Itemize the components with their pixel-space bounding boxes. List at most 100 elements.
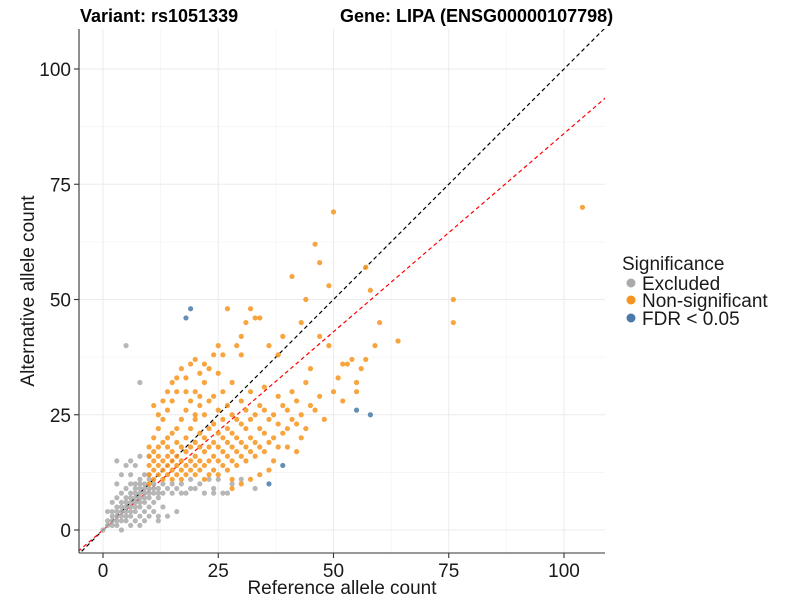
- point-excluded: [146, 513, 152, 519]
- point-non-significant: [206, 472, 212, 478]
- point-non-significant: [238, 421, 244, 427]
- point-excluded: [128, 513, 134, 519]
- point-non-significant: [353, 379, 360, 386]
- point-non-significant: [201, 412, 208, 418]
- point-non-significant: [169, 458, 175, 464]
- point-non-significant: [169, 398, 175, 404]
- point-non-significant: [257, 402, 263, 409]
- point-non-significant: [280, 333, 286, 339]
- point-non-significant: [192, 462, 198, 469]
- point-non-significant: [215, 458, 221, 464]
- point-non-significant: [344, 361, 350, 367]
- point-non-significant: [247, 449, 254, 455]
- point-excluded: [229, 481, 235, 487]
- point-non-significant: [330, 209, 337, 215]
- point-excluded: [132, 485, 138, 492]
- point-excluded: [123, 462, 129, 469]
- point-non-significant: [224, 453, 231, 459]
- point-non-significant: [197, 402, 203, 409]
- point-non-significant: [238, 333, 244, 339]
- point-non-significant: [146, 453, 152, 459]
- point-non-significant: [358, 366, 364, 372]
- point-non-significant: [174, 453, 180, 459]
- point-non-significant: [183, 389, 189, 395]
- grid: [79, 29, 605, 553]
- point-non-significant: [243, 444, 249, 450]
- point-non-significant: [183, 407, 189, 413]
- point-non-significant: [234, 435, 240, 441]
- point-non-significant: [326, 343, 332, 349]
- point-excluded: [164, 485, 171, 492]
- point-excluded: [114, 458, 120, 464]
- point-excluded: [211, 490, 217, 496]
- point-non-significant: [197, 467, 203, 473]
- point-excluded: [137, 490, 143, 496]
- point-non-significant: [169, 379, 175, 386]
- point-non-significant: [174, 462, 180, 469]
- point-non-significant: [201, 462, 208, 469]
- point-non-significant: [201, 449, 208, 455]
- point-excluded: [118, 508, 125, 515]
- point-non-significant: [303, 296, 309, 303]
- point-non-significant: [238, 439, 244, 446]
- point-non-significant: [238, 453, 244, 459]
- point-excluded: [132, 508, 138, 515]
- point-non-significant: [197, 393, 203, 399]
- x-tick-label: 75: [438, 561, 459, 582]
- point-non-significant: [174, 389, 180, 395]
- point-non-significant: [280, 402, 286, 409]
- point-excluded: [132, 481, 138, 487]
- point-non-significant: [247, 416, 254, 422]
- point-excluded: [137, 379, 143, 386]
- point-non-significant: [450, 296, 456, 303]
- point-non-significant: [220, 462, 226, 469]
- point-non-significant: [164, 462, 171, 469]
- axes: [78, 29, 605, 554]
- point-fdr-0-05: [187, 306, 194, 312]
- point-excluded: [137, 499, 143, 505]
- point-non-significant: [164, 453, 171, 459]
- point-non-significant: [275, 444, 281, 450]
- legend: Significance Excluded Non-significant FD…: [622, 254, 768, 330]
- point-non-significant: [294, 421, 300, 427]
- point-excluded: [169, 490, 175, 496]
- point-excluded: [123, 504, 129, 510]
- point-non-significant: [220, 449, 226, 455]
- x-axis-title: Reference allele count: [247, 578, 437, 599]
- point-non-significant: [340, 398, 346, 404]
- point-excluded: [114, 508, 120, 515]
- point-non-significant: [164, 389, 171, 395]
- chart-title-variant: Variant: rs1051339: [80, 6, 238, 26]
- point-non-significant: [160, 458, 166, 464]
- point-non-significant: [151, 435, 157, 441]
- point-non-significant: [155, 444, 161, 450]
- point-non-significant: [160, 416, 166, 422]
- point-non-significant: [178, 467, 184, 473]
- point-excluded: [141, 481, 148, 487]
- point-non-significant: [229, 485, 235, 492]
- point-non-significant: [284, 407, 290, 413]
- point-excluded: [141, 495, 148, 501]
- point-non-significant: [215, 370, 221, 376]
- point-non-significant: [266, 343, 272, 349]
- point-excluded: [132, 504, 138, 510]
- point-non-significant: [160, 467, 166, 473]
- point-non-significant: [192, 439, 198, 446]
- point-fdr-0-05: [280, 462, 286, 469]
- point-non-significant: [363, 356, 369, 363]
- point-excluded: [141, 508, 148, 515]
- point-non-significant: [169, 467, 175, 473]
- x-tick-label: 100: [548, 561, 580, 582]
- point-excluded: [151, 485, 157, 492]
- point-non-significant: [220, 389, 226, 395]
- point-non-significant: [335, 375, 341, 381]
- point-non-significant: [206, 366, 212, 372]
- point-non-significant: [303, 425, 309, 432]
- point-non-significant: [275, 352, 281, 358]
- point-non-significant: [307, 366, 314, 372]
- legend-label-excluded: Excluded: [642, 274, 720, 295]
- point-excluded: [155, 518, 161, 524]
- point-excluded: [118, 499, 125, 505]
- point-non-significant: [155, 412, 161, 418]
- point-excluded: [132, 490, 138, 496]
